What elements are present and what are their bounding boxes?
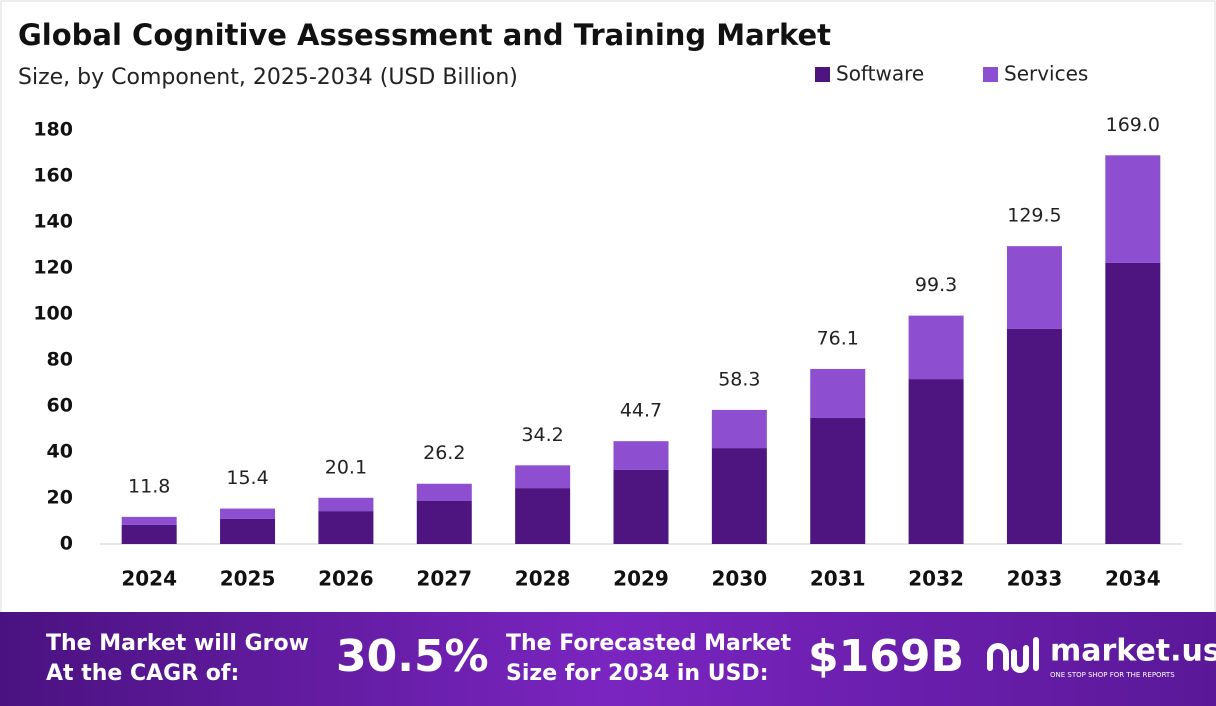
total-label: 34.2 <box>521 424 563 446</box>
bar-segment <box>711 409 767 449</box>
y-tick-label: 100 <box>33 303 73 325</box>
x-tick-label: 2027 <box>416 567 472 591</box>
tagline: ONE STOP SHOP FOR THE REPORTS <box>1050 671 1175 679</box>
cagr-value: 30.5% <box>336 631 489 682</box>
legend-swatch <box>815 67 830 82</box>
legend-label: Software <box>836 62 924 86</box>
x-tick-label: 2025 <box>220 567 276 591</box>
bar-segment <box>1105 262 1161 544</box>
brand: market.us <box>1050 634 1216 669</box>
bar-segment <box>220 508 276 519</box>
x-tick-label: 2033 <box>1007 567 1063 591</box>
total-label: 20.1 <box>325 456 367 478</box>
total-label: 44.7 <box>620 400 662 422</box>
bar-segment <box>318 511 374 544</box>
total-label: 11.8 <box>128 475 170 497</box>
bar-segment <box>416 500 472 544</box>
forecast-text: Size for 2034 in USD: <box>506 661 769 686</box>
legend-label: Services <box>1004 62 1088 86</box>
legend-swatch <box>983 67 998 82</box>
bar-segment <box>515 488 571 544</box>
x-tick-label: 2026 <box>318 567 374 591</box>
y-tick-label: 120 <box>33 257 73 279</box>
x-tick-label: 2031 <box>810 567 866 591</box>
bar-segment <box>318 497 374 512</box>
bar-segment <box>121 524 177 544</box>
bar-segment <box>416 483 472 501</box>
brand-logo <box>987 637 1039 673</box>
total-label: 99.3 <box>915 274 957 296</box>
total-label: 58.3 <box>718 368 760 390</box>
chart-title: Global Cognitive Assessment and Training… <box>18 18 831 52</box>
chart-subtitle: Size, by Component, 2025-2034 (USD Billi… <box>18 65 518 90</box>
y-tick-label: 40 <box>47 441 73 463</box>
total-label: 169.0 <box>1106 114 1160 136</box>
forecast-value: $169B <box>808 631 964 682</box>
total-label: 129.5 <box>1007 205 1061 227</box>
x-tick-label: 2029 <box>613 567 669 591</box>
bar-segment <box>121 516 177 525</box>
bar-segment <box>908 315 964 380</box>
bar-segment <box>1105 155 1161 263</box>
total-label: 76.1 <box>817 327 859 349</box>
bar-segment <box>908 379 964 544</box>
x-tick-label: 2028 <box>515 567 571 591</box>
forecast-text: The Forecasted Market <box>506 631 792 656</box>
x-tick-label: 2034 <box>1105 567 1161 591</box>
bar-segment <box>711 448 767 544</box>
y-tick-label: 180 <box>33 119 73 141</box>
y-tick-label: 80 <box>47 349 73 371</box>
bar-segment <box>515 465 571 489</box>
bar-segment <box>810 368 866 418</box>
bar-segment <box>613 441 669 470</box>
y-tick-label: 0 <box>60 533 73 555</box>
y-tick-label: 20 <box>47 487 73 509</box>
bar-segment <box>810 417 866 544</box>
x-tick-label: 2030 <box>712 567 768 591</box>
y-tick-label: 60 <box>47 395 73 417</box>
y-tick-label: 140 <box>33 211 73 233</box>
total-label: 26.2 <box>423 442 465 464</box>
cagr-text: The Market will Grow <box>46 631 309 656</box>
y-tick-label: 160 <box>33 165 73 187</box>
cagr-text: At the CAGR of: <box>46 661 239 686</box>
bar-segment <box>1006 328 1062 544</box>
bar-segment <box>1006 246 1062 329</box>
bar-segment <box>220 518 276 544</box>
total-label: 15.4 <box>226 467 268 489</box>
x-tick-label: 2024 <box>121 567 177 591</box>
x-tick-label: 2032 <box>908 567 964 591</box>
bar-segment <box>613 469 669 544</box>
